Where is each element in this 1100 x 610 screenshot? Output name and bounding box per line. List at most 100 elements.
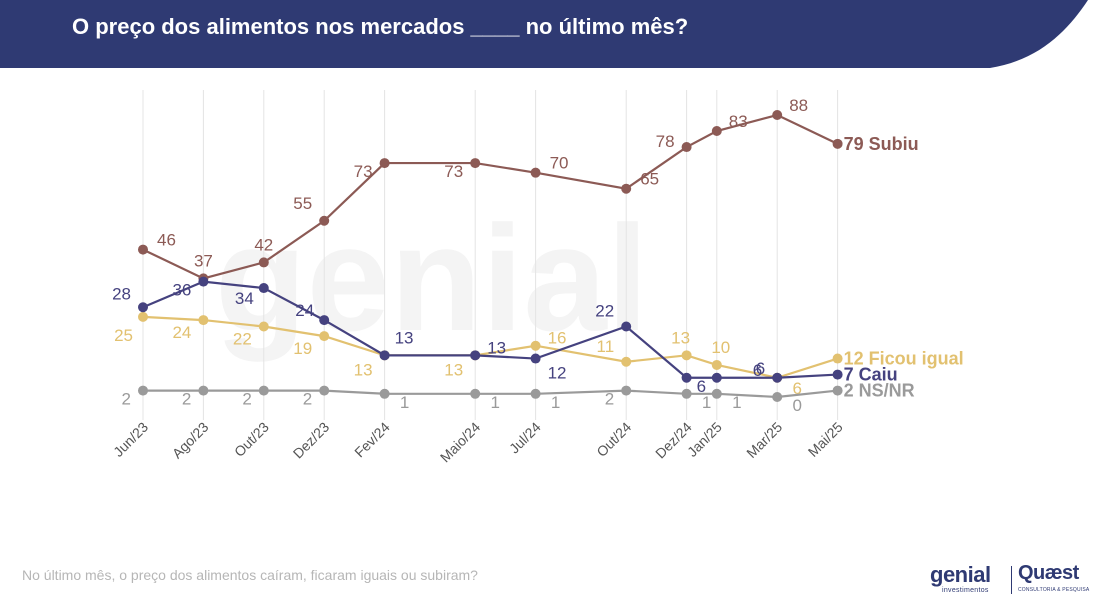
data-label: 13 xyxy=(671,328,690,347)
data-point xyxy=(681,142,692,153)
data-label: 24 xyxy=(295,301,314,320)
x-tick-label: Maio/24 xyxy=(437,419,484,466)
data-label: 13 xyxy=(395,328,414,347)
data-label: 70 xyxy=(550,154,569,173)
data-label: 55 xyxy=(293,194,312,213)
data-label: 6 xyxy=(756,359,765,378)
x-tick-label: Dez/23 xyxy=(290,419,333,462)
x-tick-label: Mar/25 xyxy=(743,419,785,461)
data-label: 16 xyxy=(548,329,567,348)
logo-divider xyxy=(1011,566,1012,594)
quaest-logo: Quæst xyxy=(1018,562,1079,584)
series-line xyxy=(142,315,838,379)
data-label: 2 xyxy=(605,390,614,409)
data-label: 6 xyxy=(697,377,706,396)
data-point xyxy=(772,392,783,402)
data-point xyxy=(319,215,330,226)
data-point xyxy=(379,158,390,169)
data-point xyxy=(319,315,330,326)
data-point xyxy=(319,331,330,342)
data-point xyxy=(258,257,269,268)
data-label: 11 xyxy=(597,337,615,356)
data-label: 12 xyxy=(548,364,567,383)
data-point xyxy=(258,283,269,294)
data-point xyxy=(711,126,722,137)
x-tick-label: Dez/24 xyxy=(652,419,695,462)
data-point xyxy=(530,167,541,178)
series-line xyxy=(142,113,839,280)
data-point xyxy=(138,385,148,396)
data-point xyxy=(138,311,148,322)
data-point xyxy=(258,321,269,332)
data-label: 22 xyxy=(233,330,252,349)
data-point xyxy=(198,385,209,396)
header-background xyxy=(0,0,1088,68)
data-label: 22 xyxy=(595,302,614,321)
data-label: 28 xyxy=(112,284,131,303)
data-label: 78 xyxy=(656,132,675,151)
data-label: 2 xyxy=(242,390,251,409)
data-label: 2 xyxy=(182,390,191,409)
data-point xyxy=(198,315,209,326)
x-tick-label: Ago/23 xyxy=(169,419,212,462)
data-point xyxy=(470,158,481,169)
genial-logo: genial xyxy=(930,562,991,587)
data-point xyxy=(621,321,632,332)
data-point xyxy=(198,276,209,287)
series-end-label: 79 Subiu xyxy=(844,134,919,154)
data-label: 83 xyxy=(729,112,748,131)
data-point xyxy=(470,388,481,399)
data-point xyxy=(711,359,722,370)
data-label: 1 xyxy=(400,393,409,412)
series-end-label: 7 Caiu xyxy=(844,365,898,385)
data-label: 10 xyxy=(711,338,730,357)
data-point xyxy=(621,183,632,194)
data-label: 6 xyxy=(753,361,762,380)
data-label: 88 xyxy=(789,96,808,115)
survey-question: No último mês, o preço dos alimentos caí… xyxy=(22,567,478,583)
data-point xyxy=(379,350,390,361)
data-point xyxy=(258,385,269,396)
data-point xyxy=(681,388,692,399)
data-point xyxy=(138,244,148,255)
data-label: 25 xyxy=(114,326,133,345)
header-banner: O preço dos alimentos nos mercados ____ … xyxy=(0,0,1100,68)
quaest-logo-subtitle: CONSULTORIA & PESQUISA xyxy=(1018,587,1090,593)
page-title: O preço dos alimentos nos mercados ____ … xyxy=(72,14,689,39)
data-point xyxy=(711,372,722,383)
data-label: 1 xyxy=(702,393,711,412)
data-label: 2 xyxy=(303,390,312,409)
data-label: 6 xyxy=(792,379,801,398)
x-tick-label: Jul/24 xyxy=(506,419,544,457)
data-label: 73 xyxy=(354,162,373,181)
data-point xyxy=(772,372,783,383)
data-point xyxy=(832,353,843,364)
series-line xyxy=(142,280,838,379)
data-point xyxy=(621,385,632,396)
data-point xyxy=(530,388,541,399)
data-point xyxy=(530,340,541,351)
data-label: 37 xyxy=(194,251,213,270)
watermark: genial xyxy=(215,194,648,362)
series-end-label: 12 Ficou igual xyxy=(844,349,964,369)
data-point xyxy=(319,385,330,396)
x-tick-label: Out/23 xyxy=(231,419,272,460)
data-label: 1 xyxy=(732,393,741,412)
x-tick-label: Jun/23 xyxy=(110,419,151,460)
line-chart: genial Jun/23 Ago/23 Out/23 Dez/23 Fev/24 Maio… xyxy=(110,90,964,466)
data-point xyxy=(832,385,843,396)
x-tick-label: Mai/25 xyxy=(805,419,846,460)
data-label: 65 xyxy=(640,170,659,189)
data-label: 73 xyxy=(444,162,463,181)
data-label: 13 xyxy=(354,360,373,379)
data-label: 42 xyxy=(254,235,273,254)
x-tick-label: Out/24 xyxy=(593,419,634,460)
data-label: 13 xyxy=(487,338,506,357)
x-tick-label: Jan/25 xyxy=(684,419,725,460)
data-point xyxy=(711,388,722,399)
logos: genial investimentos Quæst CONSULTORIA &… xyxy=(930,562,1090,598)
data-label: 1 xyxy=(490,393,499,412)
data-point xyxy=(772,110,783,120)
data-label: 1 xyxy=(551,393,560,412)
series-end-label: 2 NS/NR xyxy=(844,381,915,401)
